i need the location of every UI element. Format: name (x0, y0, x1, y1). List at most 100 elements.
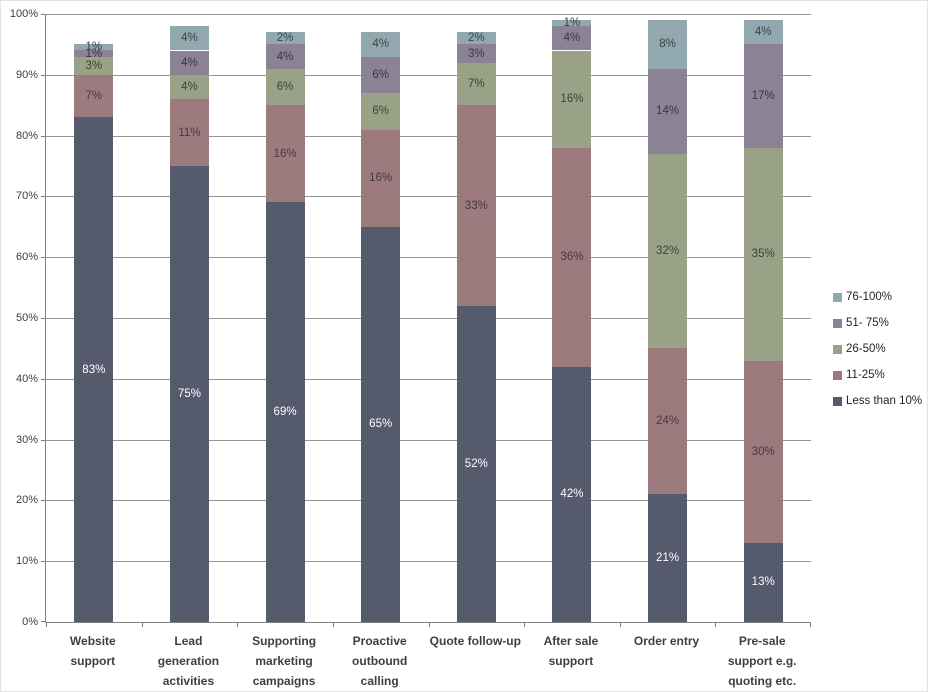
y-axis-tick-label: 100% (9, 8, 38, 20)
bar-segment (648, 153, 688, 349)
gridline (46, 14, 811, 15)
data-label: 21% (656, 552, 680, 565)
data-label: 4% (276, 50, 294, 63)
data-label: 75% (177, 388, 201, 400)
category-label: Website support (45, 631, 141, 671)
gridline (46, 135, 811, 137)
data-label: 16% (369, 172, 393, 185)
gridline (46, 439, 811, 441)
bar-segment (648, 68, 688, 154)
legend-swatch-icon (833, 396, 842, 406)
category-label: Pre-sale support e.g. quoting etc. (714, 631, 810, 691)
legend-item: 26-50% (833, 336, 928, 362)
legend-swatch-icon (833, 318, 842, 328)
x-axis-tick (46, 623, 47, 627)
bar-segment (648, 348, 688, 495)
data-label: 35% (751, 248, 775, 261)
data-label: 4% (181, 32, 198, 45)
y-axis-tick-label: 10% (15, 555, 38, 568)
y-axis-tick-label: 70% (15, 190, 38, 203)
bar-segment (265, 202, 305, 622)
y-axis-tick-label: 40% (15, 372, 38, 385)
data-label: 52% (464, 457, 488, 470)
data-label: 16% (560, 93, 584, 106)
x-axis-tick (332, 623, 334, 627)
gridline (46, 500, 811, 502)
bar-2: 75% 11% 4% 4% 4% (169, 14, 209, 622)
category-label: Supporting marketing campaigns (236, 631, 332, 691)
data-label: 11% (178, 126, 201, 139)
data-label: 7% (468, 77, 485, 90)
bar-segment (169, 74, 209, 100)
x-axis-tick (810, 623, 811, 627)
plot-area: 0% 10% 20% 30% 40% 50% 60% 70% 80% 90% 100% 83% 7% 3%… (10, 8, 811, 628)
category-label: Order entry (619, 631, 715, 651)
data-label: 13% (751, 576, 775, 589)
gridline (46, 196, 811, 198)
bar-segment (552, 50, 592, 148)
legend-label: 51- 75% (846, 317, 889, 329)
x-axis-tick (428, 623, 430, 627)
y-axis-tick-label: 20% (15, 494, 38, 507)
x-axis-tick (524, 623, 526, 627)
y-axis-tick (41, 500, 45, 502)
bar-segment (456, 32, 496, 45)
bar-segment (74, 50, 114, 57)
bar-segment (743, 20, 783, 45)
bar-segment (361, 56, 401, 94)
category-label-text: After sale support (543, 634, 599, 668)
bar-segment (74, 74, 114, 118)
data-label: 7% (85, 90, 103, 103)
category-label: After sale support (523, 631, 619, 671)
category-label-text: Lead generation activities (157, 634, 220, 688)
bar-segment (169, 99, 209, 166)
x-axis-tick (237, 623, 239, 627)
bar-segment (265, 105, 305, 203)
legend-label: 26-50% (846, 343, 886, 355)
legend-swatch-icon (833, 292, 842, 302)
bar-segment (456, 105, 496, 306)
data-label: 1% (85, 47, 103, 60)
data-label: 17% (751, 90, 775, 103)
data-label: 6% (372, 105, 389, 118)
bar-segment (265, 68, 305, 106)
bar-segment (648, 494, 688, 622)
y-axis-tick-label: 60% (15, 251, 38, 264)
data-label: 16% (273, 147, 297, 160)
bar-segment (74, 56, 114, 75)
legend-item: Less than 10% (833, 388, 928, 414)
bar-segment (361, 32, 401, 57)
bar-segment (456, 305, 496, 622)
bar-segment (552, 26, 592, 51)
data-label: 33% (464, 199, 488, 212)
data-label: 3% (85, 59, 103, 72)
legend-item: 11-25% (833, 362, 928, 388)
data-label: 2% (276, 32, 294, 45)
legend: 76-100% 51- 75% 26-50% 11-25% Less than 10% (833, 284, 928, 414)
x-axis-labels: Website support Lead generation activitie… (45, 631, 810, 692)
legend-label: Less than 10% (846, 395, 923, 407)
legend-label: 11-25% (846, 369, 885, 381)
bar-segment (265, 32, 305, 45)
data-label: 30% (751, 445, 775, 458)
x-axis-tick (619, 623, 621, 627)
legend-item: 76-100% (833, 284, 928, 310)
bar-7: 21% 24% 32% 14% 8% (648, 14, 688, 622)
y-axis-tick (41, 561, 45, 563)
data-label: 1% (85, 41, 103, 54)
bar-segment (265, 44, 305, 69)
y-axis-tick (41, 135, 45, 137)
y-axis-tick (41, 621, 45, 622)
data-label: 83% (82, 363, 106, 376)
bar-segment (361, 93, 401, 130)
data-label: 32% (656, 245, 680, 258)
bar-segment (743, 360, 783, 543)
x-axis-tick (141, 623, 143, 627)
category-label-text: Proactive outbound calling (352, 634, 408, 688)
legend-swatch-icon (833, 344, 842, 354)
y-axis-tick (41, 439, 45, 441)
gridline (46, 74, 811, 76)
data-label: 24% (656, 415, 680, 428)
bar-segment (169, 26, 209, 51)
